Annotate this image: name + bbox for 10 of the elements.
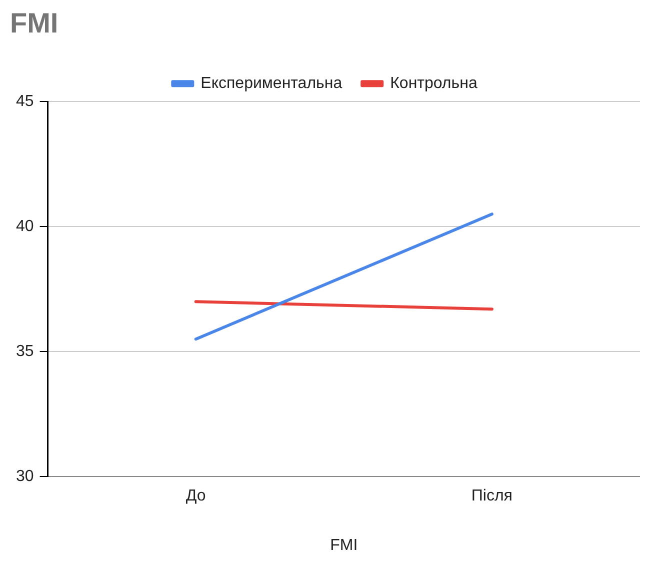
x-tick-label: Після [471, 488, 512, 505]
y-tick-label: 35 [16, 343, 34, 360]
y-tick-label: 30 [16, 468, 34, 486]
y-tick-label: 40 [16, 218, 34, 236]
y-tick-label: 45 [16, 93, 34, 110]
legend-label: Експериментальна [200, 75, 342, 92]
x-axis-title: FMI [330, 536, 358, 554]
x-tick-label: До [186, 488, 206, 505]
chart-title: FMI [10, 8, 58, 39]
legend-label: Контрольна [390, 75, 478, 92]
